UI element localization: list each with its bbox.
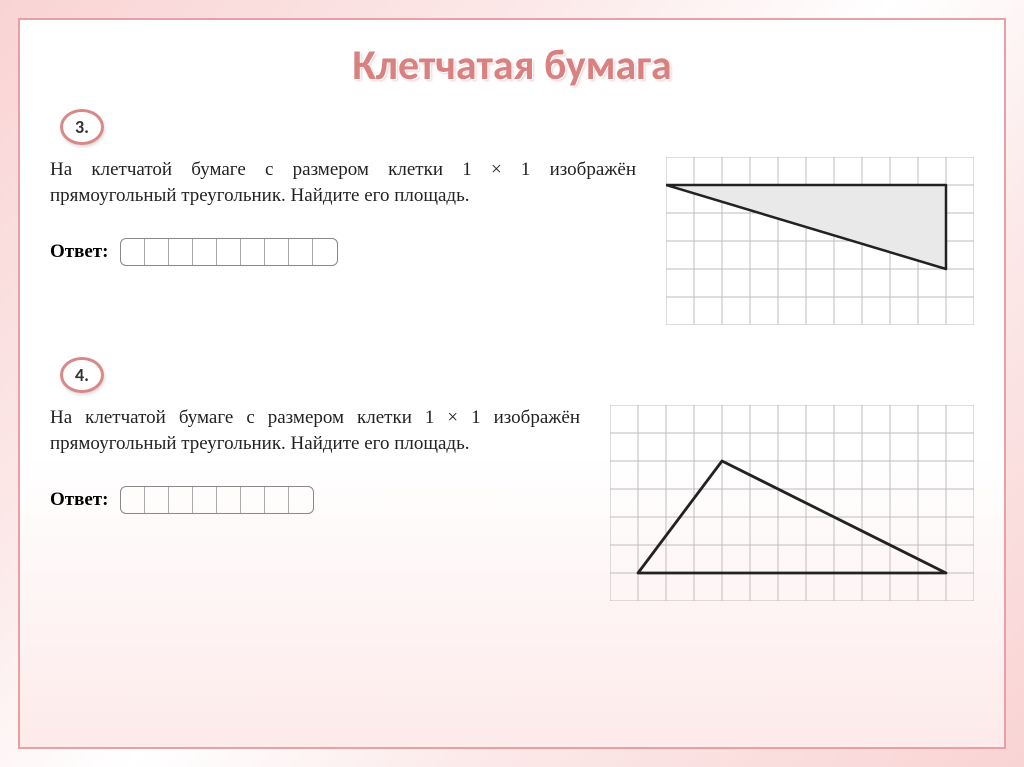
grid-diagram: [666, 157, 974, 325]
slide-frame: Клетчатая бумага 3. На клетчатой бумаге …: [18, 18, 1006, 749]
problem-badge: 3.: [60, 109, 104, 145]
problem-text: На клетчатой бумаге с размером клетки 1 …: [50, 405, 580, 456]
problem-text: На клетчатой бумаге с размером клетки 1 …: [50, 157, 636, 208]
answer-row: Ответ:: [50, 486, 580, 514]
problem-badge: 4.: [60, 357, 104, 393]
problem-4: 4. На клетчатой бумаге с размером клетки…: [50, 357, 974, 601]
slide-title: Клетчатая бумага: [50, 40, 974, 91]
answer-row: Ответ:: [50, 238, 636, 266]
grid-diagram: [610, 405, 974, 601]
answer-label: Ответ:: [50, 489, 108, 511]
answer-label: Ответ:: [50, 241, 108, 263]
problem-3: 3. На клетчатой бумаге с размером клетки…: [50, 109, 974, 325]
answer-boxes: [120, 486, 314, 514]
answer-boxes: [120, 238, 338, 266]
